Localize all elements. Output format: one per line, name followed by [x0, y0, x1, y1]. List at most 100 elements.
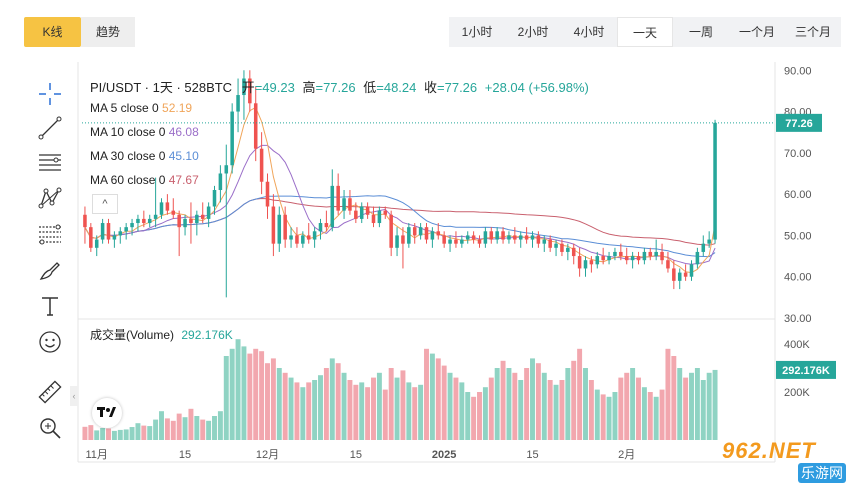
volume-bar: [282, 372, 288, 440]
candle-body: [624, 256, 629, 261]
interval-1m[interactable]: 一个月: [738, 25, 775, 39]
interval-2h[interactable]: 2小时: [517, 25, 549, 39]
candle-body: [430, 231, 435, 240]
candle-body: [112, 235, 117, 240]
candle-body: [607, 256, 611, 261]
volume-bar: [159, 411, 164, 440]
price-tick-label: 60.00: [784, 189, 812, 201]
volume-bar: [294, 382, 300, 440]
legend-collapse-button[interactable]: ^: [92, 194, 118, 214]
interval-1w[interactable]: 一周: [688, 25, 713, 39]
ma5-legend: MA 5 close 0 52.19: [90, 101, 192, 115]
volume-bar: [559, 380, 565, 440]
candle: [83, 206, 87, 244]
candle-body: [648, 251, 653, 257]
interval-3m[interactable]: 三个月: [794, 25, 831, 39]
candle-body: [248, 78, 252, 104]
volume-bar: [524, 368, 530, 440]
candle-body: [589, 260, 594, 265]
candle-body: [324, 223, 329, 228]
ohlc-high: 高=77.26: [302, 80, 355, 95]
candle: [259, 132, 264, 195]
ma60-label: MA 60 close 0: [90, 173, 166, 187]
candle: [536, 231, 541, 248]
interval-1h[interactable]: 1小时: [461, 25, 493, 39]
trend-mode-button[interactable]: 趋势: [81, 17, 135, 47]
candle-body: [636, 256, 641, 261]
interval-4h[interactable]: 4小时: [573, 25, 605, 39]
candle-body: [212, 190, 217, 207]
candle: [524, 227, 529, 244]
volume-bar: [223, 356, 229, 440]
zoom-in-icon[interactable]: [34, 412, 66, 444]
candle: [383, 206, 388, 219]
candle-body: [265, 181, 270, 207]
volume-bar: [418, 384, 424, 440]
volume-bar: [494, 368, 500, 440]
candle: [454, 231, 458, 248]
pattern-tool-icon[interactable]: [34, 182, 66, 214]
text-tool-icon[interactable]: [34, 290, 66, 322]
emoji-icon[interactable]: [34, 326, 66, 358]
candle: [206, 202, 211, 228]
last-price-badge: [776, 113, 822, 132]
kline-mode-button[interactable]: K线: [24, 17, 81, 47]
horizontal-lines-icon[interactable]: [34, 146, 66, 178]
volume-bar: [612, 392, 618, 440]
candle: [513, 227, 517, 244]
fibonacci-icon[interactable]: [34, 218, 66, 250]
volume-bar: [217, 411, 223, 440]
candle-body: [230, 111, 234, 166]
candle: [265, 173, 270, 219]
volume-bar: [188, 408, 194, 440]
candle-body: [289, 235, 293, 240]
candle: [177, 210, 181, 257]
price-tick-label: 40.00: [784, 272, 812, 284]
volume-bar: [229, 348, 235, 440]
candle-body: [436, 231, 441, 236]
candle-body: [530, 235, 535, 240]
volume-bar: [88, 425, 94, 440]
volume-bar: [618, 377, 624, 440]
candle-body: [283, 214, 287, 240]
volume-bar: [471, 396, 477, 440]
candle: [401, 227, 405, 269]
volume-bar: [706, 372, 712, 440]
crosshair-icon[interactable]: [34, 78, 66, 110]
ma5-label: MA 5 close 0: [90, 101, 159, 115]
volume-bar: [547, 380, 553, 440]
ohlc-low-label: 低: [363, 80, 377, 95]
candle-body: [136, 218, 140, 224]
candle: [418, 223, 423, 240]
volume-bar: [653, 396, 659, 440]
trend-line-icon[interactable]: [34, 112, 66, 144]
candle: [200, 202, 205, 224]
toolbar-collapse-handle[interactable]: ‹: [70, 386, 78, 406]
volume-bar: [459, 382, 465, 440]
ruler-icon[interactable]: [34, 376, 66, 408]
volume-bar: [700, 380, 706, 440]
candle-body: [483, 231, 488, 244]
candle-body: [513, 235, 517, 240]
interval-1d[interactable]: 一天: [617, 17, 673, 47]
price-tick-label: 30.00: [784, 313, 812, 325]
volume-bar: [577, 348, 583, 440]
candle: [619, 243, 623, 261]
candle: [359, 202, 364, 224]
candle-body: [124, 227, 128, 232]
volume-bar: [659, 389, 665, 440]
candle-body: [495, 231, 499, 240]
brush-icon[interactable]: [34, 254, 66, 286]
volume-series: [82, 339, 718, 440]
candle-body: [583, 260, 588, 269]
candle-body: [236, 95, 240, 112]
candle-body: [183, 218, 187, 228]
candle: [354, 202, 358, 224]
candle: [595, 251, 600, 269]
candle-body: [412, 227, 417, 236]
watermark-sub: 乐游网: [798, 463, 846, 483]
volume-bar: [477, 392, 482, 440]
ohlc-close: 收=77.26: [424, 80, 477, 95]
price-tick-label: 70.00: [784, 148, 812, 160]
candle: [242, 70, 246, 120]
